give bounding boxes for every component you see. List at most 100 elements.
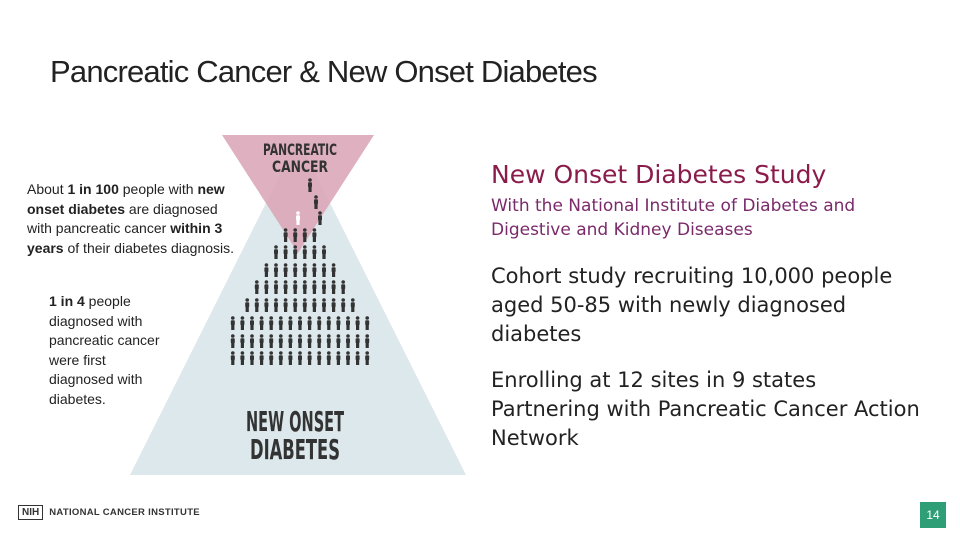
person-icon <box>274 298 278 312</box>
left-paragraph: 1 in 4 people diagnosed with pancreatic … <box>49 292 174 409</box>
person-icon <box>317 351 322 365</box>
person-icon <box>293 228 298 242</box>
top-label: CANCER <box>272 157 328 176</box>
person-icon <box>355 351 360 365</box>
person-icon <box>307 334 312 348</box>
person-icon <box>240 316 245 330</box>
person-icon <box>278 351 283 365</box>
person-icon <box>322 263 326 277</box>
person-icon <box>230 316 235 330</box>
person-icon <box>365 316 370 330</box>
person-icon <box>308 178 312 192</box>
text-run: people with <box>118 181 198 197</box>
person-icon <box>259 334 264 348</box>
person-icon <box>355 316 360 330</box>
person-icon <box>302 228 307 242</box>
text-run: people diagnosed with pancreatic cancer … <box>49 293 160 407</box>
person-icon <box>288 334 293 348</box>
person-icon <box>302 245 307 259</box>
study-line: Enrolling at 12 sites in 9 states <box>491 368 817 392</box>
study-paragraph: Enrolling at 12 sites in 9 states Partner… <box>491 366 941 453</box>
bottom-label: NEW ONSET <box>246 405 344 438</box>
person-icon <box>307 316 312 330</box>
person-icon <box>283 298 288 312</box>
person-icon <box>346 316 350 330</box>
person-icon <box>350 298 355 312</box>
person-icon <box>230 334 235 348</box>
person-icon <box>318 211 322 225</box>
person-icon <box>302 263 307 277</box>
person-icon <box>317 334 322 348</box>
person-icon <box>326 351 331 365</box>
person-icon <box>254 280 259 294</box>
study-heading: New Onset Diabetes Study <box>491 160 827 189</box>
person-icon <box>274 245 278 259</box>
person-icon <box>298 351 302 365</box>
text-run: of their diabetes diagnosis. <box>63 239 235 256</box>
person-icon <box>322 280 326 294</box>
person-icon <box>283 280 288 294</box>
logo-text: NATIONAL CANCER INSTITUTE <box>49 506 200 518</box>
person-icon <box>336 316 341 330</box>
person-icon <box>312 245 317 259</box>
person-icon <box>293 298 298 312</box>
study-line: Partnering with Pancreatic Cancer Action… <box>491 397 920 450</box>
person-icon <box>283 245 288 259</box>
person-icon <box>346 334 350 348</box>
person-icon <box>293 245 298 259</box>
study-paragraph: Cohort study recruiting 10,000 people ag… <box>491 262 941 349</box>
person-icon <box>250 334 254 348</box>
person-icon <box>312 263 317 277</box>
person-icon <box>336 351 341 365</box>
person-icon <box>326 334 331 348</box>
people-icons <box>230 178 370 365</box>
person-icon <box>264 263 269 277</box>
slide-title: Pancreatic Cancer & New Onset Diabetes <box>50 54 598 89</box>
logo-mark: NIH <box>18 504 44 520</box>
person-icon <box>346 351 350 365</box>
person-icon <box>274 280 278 294</box>
text-run: About <box>27 181 68 197</box>
person-icon <box>274 263 278 277</box>
person-icon <box>240 351 245 365</box>
pyramid-graphic: PANCREATIC CANCER NEW ONSET DIABETES <box>130 135 466 475</box>
person-icon <box>278 316 283 330</box>
person-icon <box>336 334 341 348</box>
person-icon <box>259 351 264 365</box>
person-icon <box>230 351 235 365</box>
person-icon <box>302 298 307 312</box>
text-run: 1 in 4 <box>49 293 85 309</box>
person-icon <box>288 351 293 365</box>
person-icon <box>322 298 326 312</box>
person-icon <box>264 280 269 294</box>
person-icon <box>240 334 245 348</box>
person-icon <box>283 263 288 277</box>
bottom-label: DIABETES <box>250 433 340 466</box>
text-run: new onset diabetes <box>27 181 225 217</box>
person-icon <box>365 351 370 365</box>
diabetes-triangle <box>130 139 466 475</box>
person-icon <box>250 316 254 330</box>
study-subheading: With the National Institute of Diabetes … <box>491 196 856 240</box>
person-icon <box>283 228 288 242</box>
person-icon <box>312 280 317 294</box>
person-icon <box>355 334 360 348</box>
cancer-triangle <box>222 135 374 253</box>
page-number: 14 <box>920 502 946 528</box>
study-line: Cohort study recruiting 10,000 people ag… <box>491 264 893 346</box>
person-icon <box>298 316 302 330</box>
person-icon <box>293 280 298 294</box>
person-icon <box>326 316 331 330</box>
person-icon <box>302 280 307 294</box>
person-icon <box>269 334 274 348</box>
person-icon <box>293 263 298 277</box>
person-icon <box>307 351 312 365</box>
person-icon <box>264 298 269 312</box>
top-label: PANCREATIC <box>263 140 337 159</box>
person-icon <box>341 298 346 312</box>
left-paragraph: About 1 in 100 people with new onset dia… <box>27 180 239 258</box>
text-run: are diagnosed with pancreatic cancer <box>27 200 218 237</box>
person-icon <box>312 298 317 312</box>
text-run: within 3 years <box>27 220 223 256</box>
